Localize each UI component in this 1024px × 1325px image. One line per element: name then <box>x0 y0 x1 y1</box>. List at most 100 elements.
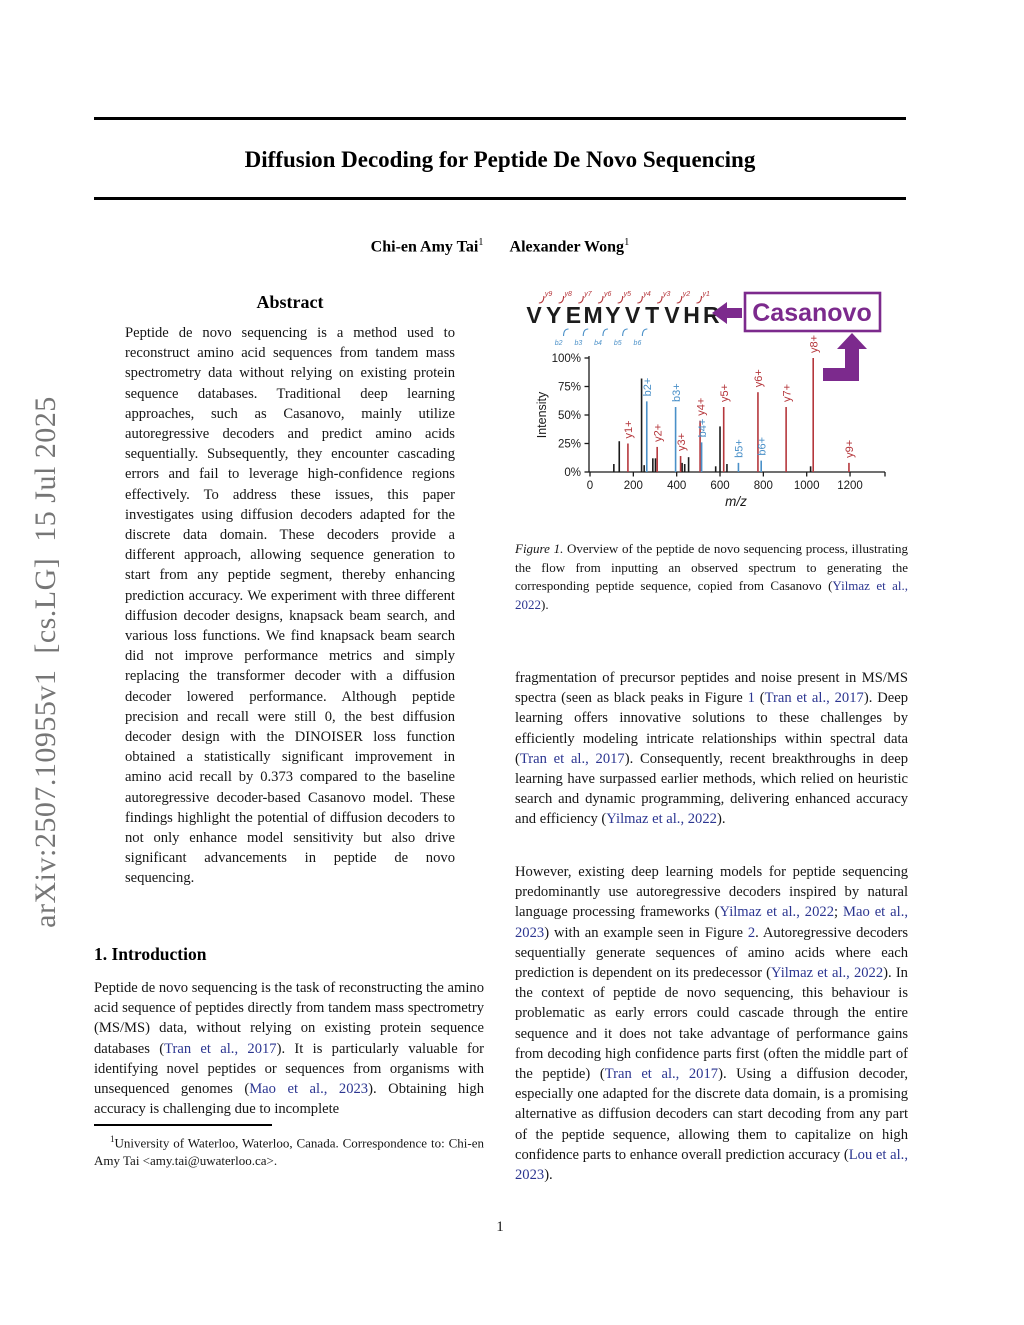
b-ion-mark <box>641 328 648 337</box>
text-run: . Autoregressive decoders sequentially g… <box>515 924 908 982</box>
intro-paragraph: Peptide de novo sequencing is the task o… <box>94 978 484 1119</box>
x-tick-label: 1200 <box>837 480 863 492</box>
y-tick-label: 100% <box>552 353 581 365</box>
citation-link[interactable]: Tran et al., 2017 <box>519 750 625 767</box>
text-run: ). It is particularly valuable for ident… <box>94 1040 485 1098</box>
casanovo-label: Casanovo <box>752 299 871 327</box>
body-paragraph: However, existing deep learning models f… <box>515 862 908 1185</box>
y-tick-label: 75% <box>558 382 581 394</box>
peptide-letter: V <box>664 302 680 328</box>
text-run: ). Obtaining high accuracy is challengin… <box>94 1081 485 1118</box>
b-ion-mark-label: b5 <box>614 340 622 347</box>
peptide-letter: V <box>625 302 641 328</box>
abstract-heading: Abstract <box>256 292 324 312</box>
citation-link[interactable]: Yilmaz et al., 2022 <box>515 578 909 612</box>
citation-link[interactable]: 1 <box>747 690 755 707</box>
y-ion-mark <box>696 295 702 304</box>
spectrum-axes: 0 200 400 600 800 1000 1200 0% 25% 50% 75% 100% <box>552 353 886 492</box>
peak-label: b5+ <box>734 439 746 458</box>
y-ion-mark-label: y9 <box>544 291 553 298</box>
peak-label: b4+ <box>697 419 709 438</box>
x-tick-label: 800 <box>754 480 773 492</box>
peak-label: b2+ <box>642 378 654 397</box>
b-ion-mark <box>582 328 589 337</box>
peptide-letter: M <box>584 302 603 328</box>
peptide-letter: H <box>683 302 700 328</box>
peak-label: y4+ <box>695 398 707 416</box>
b-ion-mark <box>563 328 569 337</box>
peptide-letter: Y <box>605 302 620 328</box>
x-axis-label: m/z <box>725 494 747 509</box>
casanovo-box <box>743 291 882 333</box>
text-run: ). Deep learning offers innovative solut… <box>515 690 908 767</box>
b-ion-mark <box>602 328 608 337</box>
peptide-letter: E <box>566 302 581 328</box>
title-rule-top <box>94 117 906 120</box>
peak-label: b3+ <box>671 383 683 402</box>
arxiv-watermark: arXiv:2507.10955v1 [cs.LG] 15 Jul 2025 <box>29 396 62 928</box>
author-name: Chi-en Amy Tai <box>370 238 479 256</box>
x-tick-label: 200 <box>624 480 643 492</box>
x-tick-label: 400 <box>667 480 686 492</box>
arrow-up-icon <box>823 333 867 381</box>
y-ion-mark <box>558 295 565 304</box>
peak-label: y9+ <box>844 440 856 458</box>
y-ion-mark <box>657 295 663 304</box>
figure-caption: Figure 1. Overview of the peptide de nov… <box>515 540 908 614</box>
peak-label: y5+ <box>719 384 731 402</box>
y-ion-mark-label: y5 <box>623 291 632 298</box>
arrow-left-icon <box>712 302 742 324</box>
body-paragraph: fragmentation of precursor peptides and … <box>515 668 908 830</box>
text-run: ). <box>716 811 726 828</box>
text-run: ( <box>754 690 765 707</box>
page-title: Diffusion Decoding for Peptide De Novo S… <box>244 147 756 172</box>
citation-link[interactable]: Tran et al., 2017 <box>764 690 864 707</box>
peak-label: y6+ <box>753 369 765 387</box>
text-run: ). In the context of peptide de novo seq… <box>515 965 908 1083</box>
y-ion-mark <box>676 295 683 304</box>
affiliation-mark: 1 <box>478 237 484 248</box>
figure-caption-label: Figure 1. <box>515 541 564 556</box>
text-run: Overview of the peptide de novo sequenci… <box>515 541 908 594</box>
citation-link[interactable]: Mao et al., 2023 <box>249 1081 369 1098</box>
peak-label: y2+ <box>652 424 664 442</box>
b-ion-mark-label: b3 <box>574 340 582 347</box>
citation-link[interactable]: Tran et al., 2017 <box>164 1040 277 1057</box>
peak-label: y7+ <box>781 384 793 402</box>
y-ion-mark <box>617 295 624 304</box>
text-run: ). <box>544 1167 553 1184</box>
title-rule-bottom <box>94 197 906 200</box>
citation-link[interactable]: Lou et al., 2023 <box>515 1146 908 1184</box>
peptide-letter: R <box>703 302 720 328</box>
y-ion-mark-label: y2 <box>682 291 691 298</box>
y-ion-mark-label: y6 <box>603 291 612 298</box>
text-run: However, existing deep learning models f… <box>515 864 908 921</box>
y-ion-mark-label: y1 <box>701 291 710 298</box>
citation-link[interactable]: Yilmaz et al., 2022 <box>606 811 717 828</box>
y-tick-label: 50% <box>558 410 581 422</box>
peak-label: y1+ <box>623 420 635 438</box>
footnote-text: University of Waterloo, Waterloo, Canada… <box>94 1135 484 1168</box>
x-tick-label: 0 <box>587 480 593 492</box>
footnote: 1University of Waterloo, Waterloo, Canad… <box>94 1131 484 1169</box>
x-tick-label: 1000 <box>794 480 820 492</box>
citation-link[interactable]: Tran et al., 2017 <box>604 1066 719 1083</box>
b-ion-mark-label: b4 <box>594 340 602 347</box>
citation-link[interactable]: Yilmaz et al., 2022 <box>719 904 834 921</box>
text-run: fragmentation of precursor peptides and … <box>515 670 908 707</box>
y-ion-mark <box>597 295 604 304</box>
abstract-text: Peptide de novo sequencing is a method u… <box>125 325 455 887</box>
peak-label: y8+ <box>808 335 820 353</box>
x-tick-label: 600 <box>710 480 729 492</box>
y-ion-mark <box>578 295 584 304</box>
text-run: University of Waterloo, Waterloo, Canada… <box>94 1135 484 1168</box>
figure-caption-text: Overview of the peptide de novo sequenci… <box>515 541 908 612</box>
citation-link[interactable]: 2 <box>747 924 756 941</box>
peak-label: b6+ <box>756 437 768 456</box>
text-run: Peptide de novo sequencing is the task o… <box>94 980 484 1057</box>
citation-link[interactable]: Mao et al., 2023 <box>515 904 908 941</box>
y-tick-label: 25% <box>558 439 581 451</box>
citation-link[interactable]: Yilmaz et al., 2022 <box>770 965 884 982</box>
